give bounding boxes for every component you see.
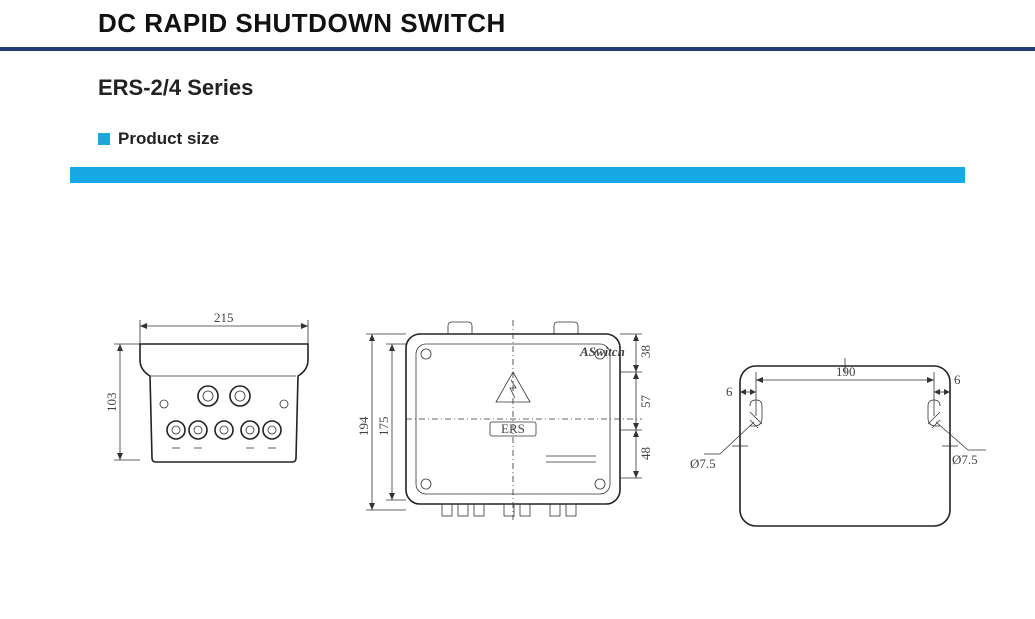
section-heading: Product size	[98, 129, 1035, 149]
accent-strip	[70, 167, 965, 183]
dim-edge-left: 6	[726, 384, 733, 399]
page-title: DC RAPID SHUTDOWN SWITCH	[98, 8, 1035, 39]
series-heading: ERS-2/4 Series	[98, 75, 1035, 101]
dim-edge-right: 6	[954, 372, 961, 387]
bullet-square-icon	[98, 133, 110, 145]
drawing-rear-view: 190 6 6 Ø7.5 Ø7.5	[690, 330, 990, 550]
dim-seg-top: 38	[638, 345, 653, 358]
dim-outer-h: 194	[356, 416, 371, 436]
dim-inner-h: 175	[376, 417, 391, 437]
dim-hole-dia-right: Ø7.5	[952, 452, 978, 467]
drawing-front-view: 194 175 38 57 48 A	[350, 300, 670, 550]
drawing-top-view: 215 103	[80, 300, 330, 500]
dim-height: 103	[104, 393, 119, 413]
dim-hole-dia-left: Ø7.5	[690, 456, 716, 471]
section-label: Product size	[118, 129, 219, 149]
dim-width: 215	[214, 310, 234, 325]
page-title-bar: DC RAPID SHUTDOWN SWITCH	[0, 0, 1035, 51]
dim-seg-mid: 57	[638, 395, 653, 409]
model-label: ERS	[501, 421, 525, 436]
dim-hole-pitch: 190	[836, 364, 856, 379]
dim-seg-bot: 48	[638, 447, 653, 460]
drawings-container: 215 103	[70, 300, 990, 600]
brand-label: ASwitch	[579, 344, 625, 359]
